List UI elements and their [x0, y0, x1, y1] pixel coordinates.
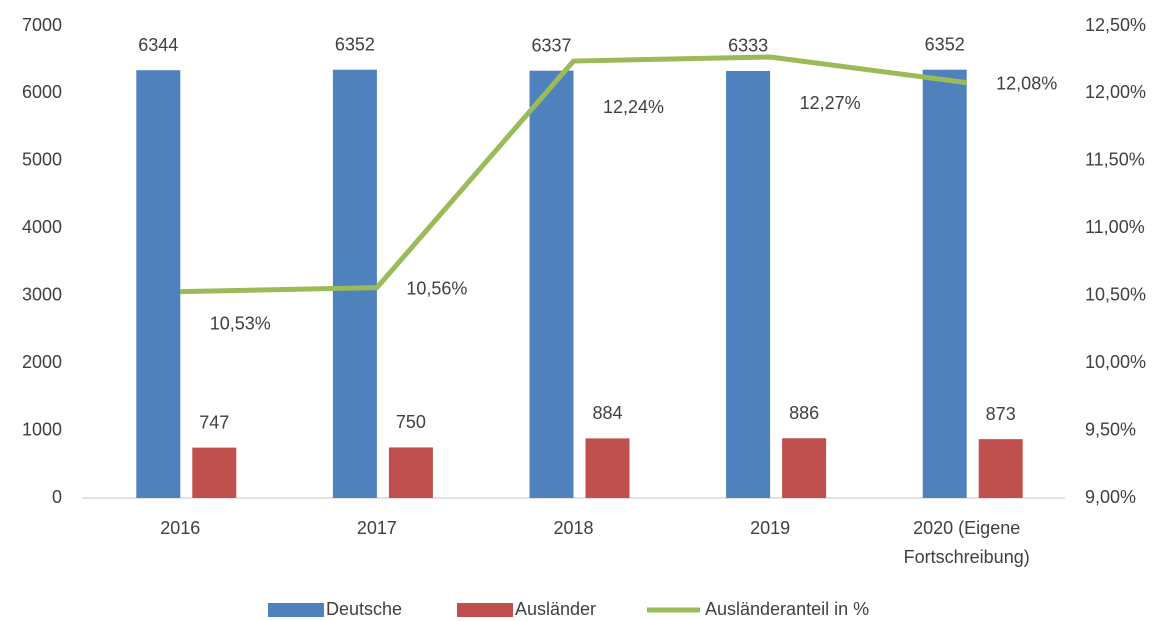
data-label: 6333 [728, 36, 768, 56]
y2-tick-label: 10,50% [1085, 284, 1146, 304]
y-tick-label: 2000 [22, 352, 62, 372]
data-label: 6352 [925, 34, 965, 54]
y2-tick-label: 11,50% [1085, 150, 1145, 170]
y2-tick-label: 10,00% [1085, 352, 1146, 372]
data-label: 10,53% [210, 313, 271, 333]
y2-tick-label: 9,00% [1085, 487, 1136, 507]
y2-tick-label: 12,00% [1085, 82, 1146, 102]
bar [782, 438, 827, 498]
legend-label: Deutsche [326, 599, 402, 619]
bar [726, 70, 771, 498]
x-tick-label: 2017 [357, 518, 397, 538]
x-tick-label: 2020 (Eigene Fortschreibung) [904, 518, 1030, 567]
y2-tick-label: 12,50% [1085, 15, 1146, 35]
bar [388, 447, 433, 498]
y-tick-label: 0 [52, 487, 62, 507]
y-tick-label: 3000 [22, 284, 62, 304]
y-tick-label: 6000 [22, 82, 62, 102]
legend-swatch [457, 603, 513, 617]
data-label: 12,24% [603, 97, 664, 117]
x-tick-label: 2019 [750, 518, 790, 538]
data-label: 6352 [335, 34, 375, 54]
bar [529, 70, 574, 498]
legend-label: Ausländeranteil in % [705, 599, 869, 619]
data-label: 873 [986, 404, 1016, 424]
data-label: 886 [789, 403, 819, 423]
bar [192, 447, 237, 498]
bar [922, 69, 967, 498]
data-label: 10,56% [406, 278, 467, 298]
data-label: 12,08% [996, 73, 1057, 93]
bar [332, 69, 377, 498]
legend-swatch [268, 603, 324, 617]
y-tick-label: 4000 [22, 217, 62, 237]
bar [585, 438, 630, 498]
y-tick-label: 7000 [22, 15, 62, 35]
data-label: 750 [396, 412, 426, 432]
x-tick-label: 2016 [160, 518, 200, 538]
y-tick-label: 1000 [22, 419, 62, 439]
y2-tick-label: 11,00% [1085, 217, 1145, 237]
line [180, 54, 968, 295]
y2-tick-label: 9,50% [1085, 419, 1136, 439]
data-label: 6344 [138, 35, 178, 55]
x-tick-label: 2018 [553, 518, 593, 538]
y-tick-label: 5000 [22, 150, 62, 170]
bar [136, 70, 181, 498]
data-label: 747 [199, 412, 229, 432]
data-label: 884 [592, 403, 622, 423]
data-label: 12,27% [800, 93, 861, 113]
data-label: 6337 [531, 35, 571, 55]
bar [978, 439, 1023, 498]
legend-label: Ausländer [515, 599, 596, 619]
